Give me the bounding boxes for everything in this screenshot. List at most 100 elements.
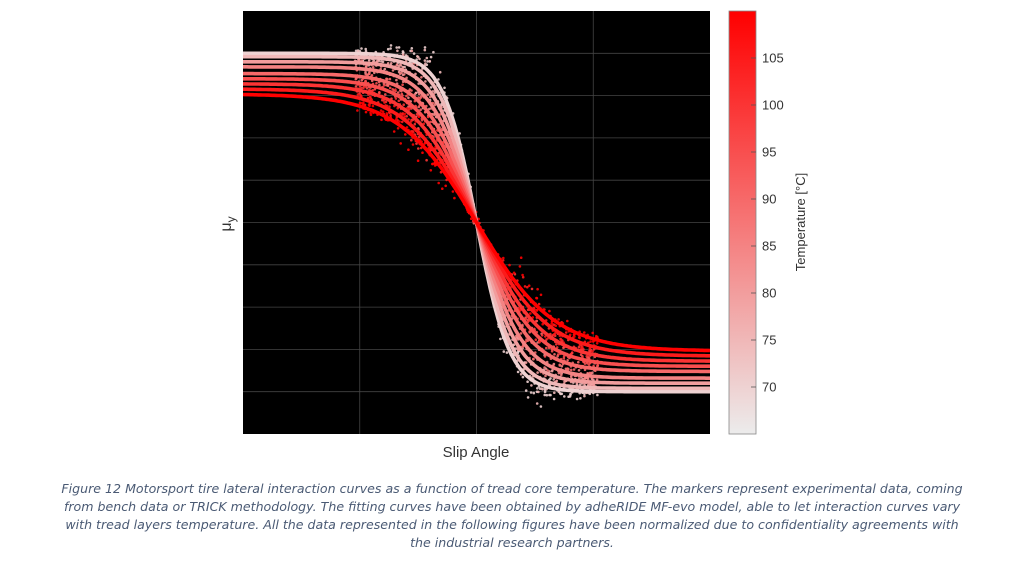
data-marker: [431, 162, 435, 166]
data-marker: [405, 115, 409, 118]
data-marker: [562, 357, 566, 360]
data-marker: [577, 369, 581, 372]
data-marker: [534, 338, 538, 342]
data-marker: [577, 360, 580, 364]
data-marker: [444, 184, 448, 188]
y-axis-label: μy: [218, 216, 238, 231]
data-marker: [417, 147, 420, 150]
data-marker: [572, 368, 576, 371]
data-marker: [364, 47, 368, 51]
data-marker: [362, 102, 365, 106]
data-marker: [371, 89, 375, 92]
data-marker: [525, 338, 528, 341]
data-marker: [373, 88, 377, 91]
data-marker: [405, 76, 408, 80]
data-marker: [378, 83, 381, 87]
data-marker: [508, 263, 511, 267]
data-marker: [433, 103, 437, 107]
data-marker: [425, 56, 429, 60]
data-marker: [419, 108, 423, 111]
data-marker: [383, 67, 387, 71]
data-marker: [539, 293, 543, 297]
data-marker: [389, 44, 393, 47]
data-marker: [426, 93, 430, 96]
data-marker: [569, 392, 572, 396]
data-marker: [585, 355, 588, 358]
data-marker: [535, 296, 539, 300]
data-marker: [426, 115, 430, 119]
data-marker: [532, 357, 535, 361]
data-marker: [388, 105, 391, 108]
data-marker: [402, 103, 406, 106]
data-marker: [563, 395, 566, 398]
data-marker: [550, 322, 553, 325]
data-marker: [559, 338, 563, 342]
data-marker: [399, 142, 403, 145]
data-marker: [566, 359, 569, 362]
x-axis-label: Slip Angle: [443, 444, 510, 461]
data-marker: [564, 331, 568, 334]
data-marker: [583, 331, 586, 334]
data-marker: [383, 101, 386, 104]
data-marker: [521, 375, 525, 379]
data-marker: [412, 131, 415, 134]
data-marker: [587, 383, 590, 386]
colorbar-label: Temperature [°C]: [793, 173, 808, 271]
data-marker: [416, 55, 419, 58]
data-marker: [429, 169, 433, 172]
data-marker: [364, 110, 368, 114]
y-axis-label-base: μ: [218, 222, 235, 231]
data-marker: [416, 159, 420, 162]
data-marker: [591, 331, 594, 335]
data-marker: [414, 72, 417, 76]
data-marker: [560, 365, 564, 368]
data-marker: [429, 86, 433, 89]
data-marker: [537, 302, 541, 306]
data-marker: [588, 371, 592, 375]
data-marker: [386, 83, 390, 87]
colorbar-tick-label: 105: [762, 51, 784, 66]
data-marker: [568, 333, 572, 337]
data-marker: [437, 181, 441, 185]
data-marker: [395, 78, 398, 82]
data-marker: [385, 112, 389, 115]
data-marker: [526, 380, 529, 384]
data-marker: [549, 393, 552, 397]
data-marker: [526, 396, 530, 399]
data-marker: [569, 368, 573, 372]
data-marker: [567, 395, 570, 399]
data-marker: [535, 402, 539, 405]
data-marker: [415, 113, 419, 116]
data-marker: [396, 127, 400, 130]
data-marker: [369, 113, 373, 116]
colorbar-tick-label: 90: [762, 192, 776, 207]
data-marker: [583, 394, 586, 398]
data-marker: [579, 397, 582, 400]
data-marker: [400, 71, 403, 75]
data-marker: [385, 77, 389, 81]
data-marker: [451, 190, 455, 193]
data-marker: [583, 362, 587, 365]
data-marker: [405, 94, 408, 98]
data-marker: [386, 47, 390, 51]
data-marker: [354, 85, 358, 88]
data-marker: [541, 322, 544, 326]
data-marker: [557, 318, 560, 321]
data-marker: [591, 350, 594, 353]
data-marker: [381, 60, 385, 64]
data-marker: [560, 373, 563, 377]
data-marker: [519, 256, 523, 260]
y-axis-label-sub: y: [224, 216, 238, 222]
data-marker: [371, 66, 375, 69]
data-marker: [362, 86, 365, 89]
data-marker: [404, 133, 407, 136]
data-marker: [575, 397, 579, 401]
data-marker: [553, 332, 557, 335]
data-marker: [389, 47, 392, 50]
data-marker: [364, 79, 367, 83]
data-marker: [555, 379, 558, 383]
data-marker: [388, 77, 392, 81]
data-marker: [521, 273, 524, 277]
data-marker: [402, 53, 405, 57]
data-marker: [519, 332, 523, 335]
